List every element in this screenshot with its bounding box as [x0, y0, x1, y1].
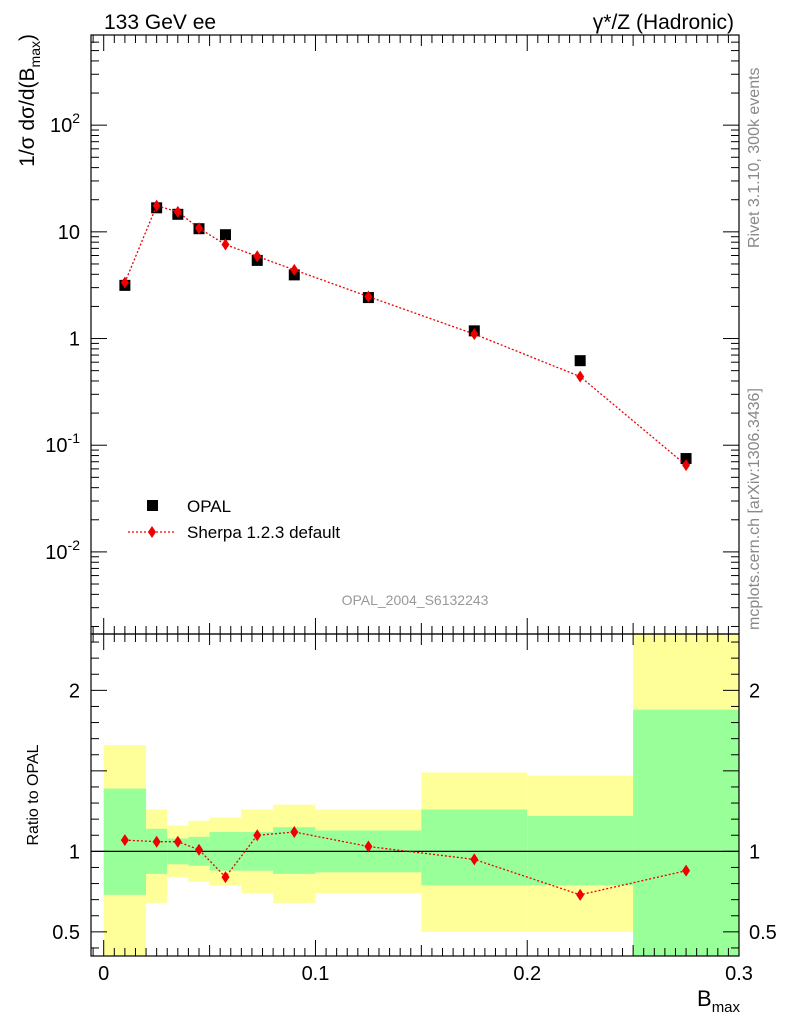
ratio-sherpa-point — [195, 843, 203, 856]
x-tick-label: 0.2 — [513, 963, 541, 985]
x-axis-title: Bmax — [697, 986, 741, 1016]
ratio-tick-label-right: 2 — [749, 680, 760, 702]
sherpa-data-point — [682, 459, 691, 472]
legend-sherpa-label: Sherpa 1.2.3 default — [187, 523, 340, 542]
ratio-panel-series — [120, 826, 691, 901]
sherpa-data-point — [221, 238, 230, 251]
y-tick-label: 10-2 — [45, 537, 80, 564]
ratio-sherpa-point — [221, 871, 230, 884]
sherpa-data-point — [152, 199, 161, 212]
watermark-analysis-id: OPAL_2004_S6132243 — [342, 592, 489, 608]
opal-data-point — [219, 229, 231, 241]
sherpa-data-point — [576, 370, 585, 383]
ratio-sherpa-point — [470, 853, 479, 866]
axes-frame: 10-2 10-1 1 10 102 0.5 0.5 1 1 2 2 0 0.1 0.2 0.3 — [45, 34, 777, 985]
mcplots-credit-label: mcplots.cern.ch [arXiv:1306.3436] — [746, 388, 763, 630]
ratio-tick-label-right: 0.5 — [749, 922, 777, 944]
sherpa-data-point — [253, 250, 262, 263]
x-tick-label: 0.3 — [725, 963, 753, 985]
y-axis-title: 1/σ dσ/d(Bmax) — [16, 34, 43, 167]
ratio-band-inner — [421, 809, 528, 886]
sherpa-data-point — [195, 222, 203, 235]
ratio-sherpa-point — [173, 835, 182, 848]
sherpa-data-point — [364, 290, 373, 303]
rivet-version-label: Rivet 3.1.10, 300k events — [746, 67, 763, 248]
y-tick-label: 10-1 — [45, 430, 80, 457]
ratio-sherpa-point — [120, 834, 129, 847]
opal-data-point — [574, 355, 586, 367]
ratio-sherpa-line — [124, 831, 687, 896]
legend-opal-marker — [147, 500, 158, 511]
sherpa-data-point — [173, 205, 182, 218]
ratio-sherpa-point — [682, 864, 691, 877]
main-panel-frame — [90, 34, 740, 635]
ratio-sherpa-point — [364, 840, 373, 853]
ratio-sherpa-point — [152, 835, 161, 848]
ratio-panel-frame — [90, 633, 740, 957]
ratio-sherpa-point — [576, 888, 585, 901]
y-tick-label: 102 — [50, 110, 80, 137]
y-tick-label: 10 — [58, 222, 80, 244]
ratio-band-inner — [527, 815, 634, 886]
legend-opal-label: OPAL — [187, 497, 231, 516]
ratio-tick-label: 0.5 — [52, 922, 80, 944]
header-process-label: γ*/Z (Hadronic) — [593, 11, 734, 34]
ratio-sherpa-point — [253, 829, 262, 842]
ratio-band-inner — [633, 709, 739, 956]
main-panel-series — [119, 199, 692, 472]
x-tick-label: 0 — [98, 963, 109, 985]
legend-sherpa-marker — [148, 526, 156, 538]
opal-data-point — [680, 453, 692, 465]
x-tick-label: 0.1 — [302, 963, 330, 985]
ratio-tick-label-right: 1 — [749, 841, 760, 863]
ratio-uncertainty-bands — [103, 634, 739, 956]
sherpa-line — [124, 204, 687, 466]
ratio-axis-title: Ratio to OPAL — [25, 744, 42, 845]
header-energy-label: 133 GeV ee — [104, 11, 216, 34]
sherpa-data-point — [470, 328, 479, 341]
ratio-tick-label: 1 — [69, 841, 80, 863]
ratio-sherpa-point — [290, 826, 299, 839]
sherpa-data-point — [120, 276, 129, 289]
y-tick-label: 1 — [69, 329, 80, 351]
legend: OPAL Sherpa 1.2.3 default — [128, 497, 340, 542]
ratio-tick-label: 2 — [69, 680, 80, 702]
sherpa-data-point — [290, 263, 299, 276]
